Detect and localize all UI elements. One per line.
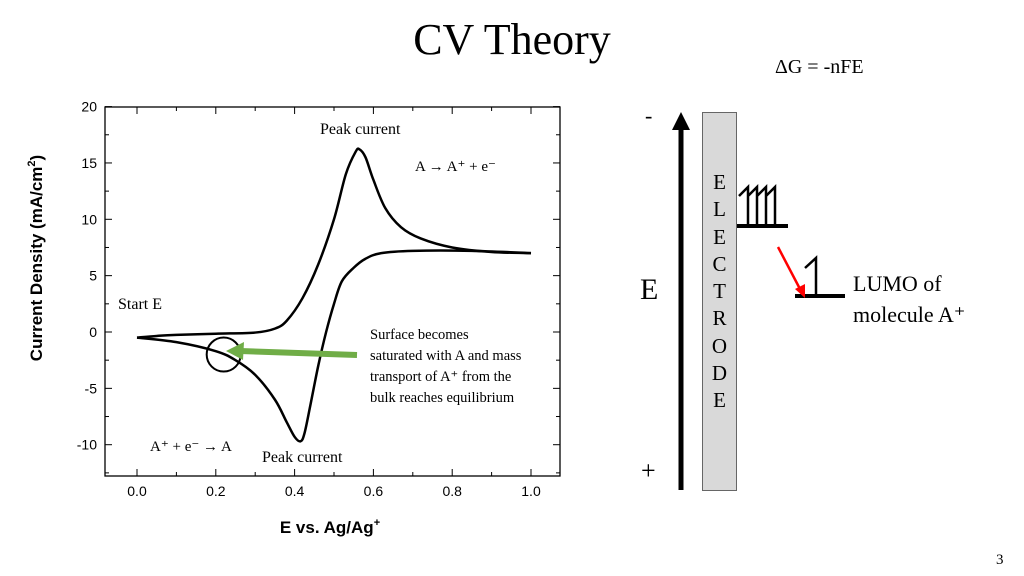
electrode-letter: E [713, 224, 726, 249]
electrode-letter: E [713, 170, 726, 194]
x-tick-label: 0.0 [127, 483, 147, 499]
y-tick-label: 5 [89, 268, 97, 284]
y-tick-label: 15 [81, 155, 97, 171]
electrode-letter: E [713, 388, 726, 413]
y-tick-label: 20 [81, 99, 97, 115]
annotation-note: Surface becomes saturated with A and mas… [370, 325, 521, 409]
annotation-peak-bottom: Peak current [262, 449, 343, 466]
slide-title: CV Theory [413, 15, 611, 64]
y-tick-label: -5 [85, 380, 98, 396]
plot-frame [104, 106, 561, 477]
annotation-reduction: A⁺ + e⁻ → A [150, 439, 232, 455]
note-arrow-shaft [239, 348, 358, 358]
x-axis-label: E vs. Ag/Ag+ [280, 517, 380, 537]
note-line: bulk reaches equilibrium [370, 390, 515, 406]
cv-curve-forward [136, 147, 532, 339]
note-line: saturated with A and mass [370, 348, 522, 364]
electrode-letter: D [711, 361, 728, 386]
annotation-start-e: Start E [118, 296, 162, 313]
cv-chart: 20 15 10 5 0 -5 -10 0.0 0.2 0.4 0.6 0.8 1.0 Current … [26, 99, 561, 537]
electron-arrows-icon [738, 183, 777, 226]
energy-axis-label: E [640, 273, 659, 306]
electrode-letter: T [713, 279, 726, 304]
electrode-letter: R [712, 306, 727, 331]
y-tick-label: -10 [77, 437, 97, 453]
transfer-arrowhead [795, 284, 805, 298]
gibbs-equation: ΔG = -nFE [775, 56, 864, 78]
transfer-arrow [776, 246, 802, 290]
x-tick-label: 1.0 [521, 483, 541, 499]
x-tick-label: 0.8 [442, 483, 462, 499]
negative-sign: - [645, 103, 653, 128]
x-tick-label: 0.4 [285, 483, 305, 499]
electrode-letter: C [712, 251, 727, 276]
cv-curve-reverse [136, 249, 532, 443]
electrode-letter: O [711, 333, 728, 358]
note-line: transport of A⁺ from the [370, 369, 512, 385]
electron-icon [804, 255, 818, 296]
x-tick-label: 0.6 [364, 483, 384, 499]
positive-sign: + [641, 456, 656, 485]
energy-axis-arrowhead [672, 112, 690, 130]
lumo-label-line2: molecule A⁺ [853, 302, 966, 327]
lumo-label-line1: LUMO of [853, 271, 942, 296]
y-tick-label: 10 [81, 211, 97, 227]
annotation-peak-top: Peak current [320, 121, 401, 138]
x-tick-label: 0.2 [206, 483, 226, 499]
annotation-oxidation: A → A⁺ + e⁻ [415, 159, 496, 175]
y-tick-label: 0 [89, 324, 97, 340]
electrode-letter: L [713, 197, 726, 222]
y-axis-label: Current Density (mA/cm2) [26, 155, 46, 361]
note-arrow-head [226, 342, 244, 360]
note-line: Surface becomes [370, 327, 469, 343]
page-number: 3 [996, 552, 1004, 568]
